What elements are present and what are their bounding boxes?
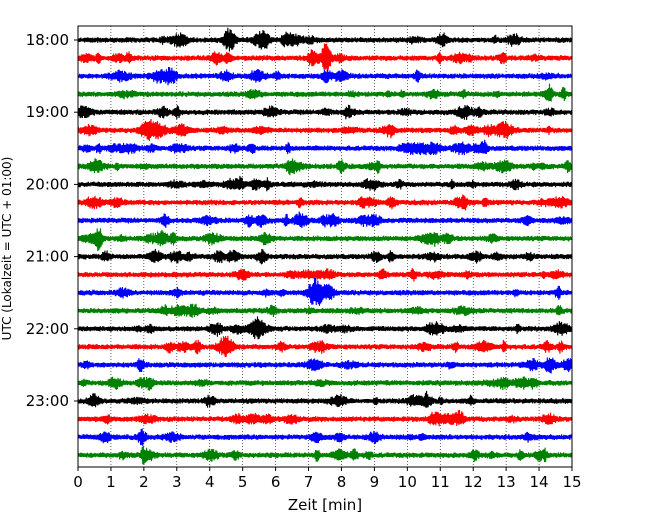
- seismic-traces: [77, 27, 573, 465]
- y-axis-ticks: 18:00 19:00 20:00 21:00 22:00 23:00: [26, 31, 78, 410]
- x-tick-label: 7: [304, 473, 314, 491]
- trace-2000: [77, 175, 573, 192]
- y-tick-label: 18:00: [26, 31, 69, 49]
- trace-2200: [77, 316, 573, 340]
- x-tick-label: 11: [431, 473, 450, 491]
- x-tick-label: 8: [337, 473, 347, 491]
- x-tick-label: 10: [398, 473, 417, 491]
- x-tick-label: 12: [464, 473, 483, 491]
- trace-1845: [77, 83, 573, 102]
- x-tick-label: 13: [497, 473, 516, 491]
- x-tick-label: 14: [530, 473, 549, 491]
- x-axis-label: Zeit [min]: [288, 496, 362, 514]
- trace-2030: [77, 211, 573, 229]
- x-tick-label: 9: [370, 473, 380, 491]
- trace-2245: [77, 376, 573, 391]
- trace-2330: [77, 428, 573, 447]
- x-tick-label: 0: [73, 473, 83, 491]
- y-tick-label: 21:00: [26, 248, 69, 266]
- trace-2015: [77, 194, 573, 211]
- x-tick-label: 3: [172, 473, 182, 491]
- trace-2100: [77, 248, 573, 265]
- x-tick-label: 2: [139, 473, 149, 491]
- x-axis-ticks: 0 1 2 3 4 5 6 7 8 9 10 11 12 13 14 15: [73, 467, 582, 491]
- y-tick-label: 20:00: [26, 175, 69, 193]
- x-tick-label: 4: [205, 473, 215, 491]
- trace-2045: [77, 228, 573, 251]
- plot-frame: [77, 25, 573, 468]
- trace-1930: [77, 139, 573, 156]
- trace-2145: [77, 303, 573, 318]
- trace-1800: [77, 27, 573, 52]
- y-axis-label: UTC (Lokalzeit = UTC + 01:00): [0, 157, 14, 341]
- trace-1815: [77, 43, 573, 74]
- trace-1830: [77, 66, 573, 86]
- trace-2345: [77, 446, 573, 465]
- trace-1915: [77, 118, 573, 142]
- trace-2115: [77, 268, 573, 282]
- y-tick-label: 23:00: [26, 392, 69, 410]
- x-tick-label: 6: [271, 473, 281, 491]
- trace-2315: [77, 409, 573, 427]
- x-tick-label: 5: [238, 473, 248, 491]
- trace-2230: [77, 357, 573, 374]
- y-tick-label: 22:00: [26, 320, 69, 338]
- x-tick-label: 15: [562, 473, 581, 491]
- trace-1945: [77, 158, 573, 176]
- trace-1900: [77, 104, 573, 120]
- trace-2130: [77, 277, 573, 306]
- trace-2300: [77, 390, 573, 408]
- y-tick-label: 19:00: [26, 103, 69, 121]
- x-tick-label: 1: [106, 473, 116, 491]
- trace-2215: [77, 335, 573, 357]
